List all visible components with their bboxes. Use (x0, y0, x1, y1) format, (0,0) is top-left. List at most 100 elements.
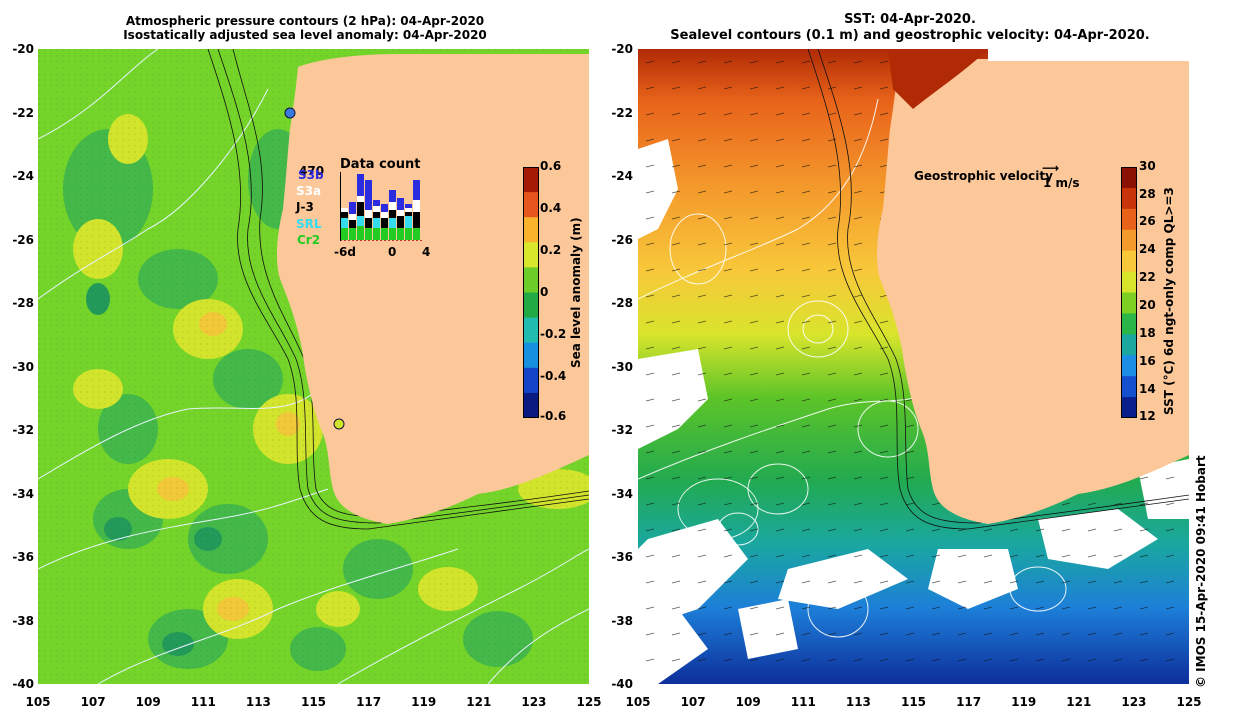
colorbar-segment (523, 192, 539, 218)
sst-tick: 18 (1139, 326, 1156, 340)
colorbar-segment (523, 342, 539, 369)
lat-tick-label: -32 (12, 423, 34, 437)
lon-tick-label: 111 (790, 695, 816, 709)
colorbar-segment (1121, 397, 1137, 418)
colorbar-segment (523, 392, 539, 418)
colorbar-segment (1121, 271, 1137, 293)
left-title-line2: Isostatically adjusted sea level anomaly… (123, 28, 487, 42)
sst-colorbar (1121, 167, 1137, 418)
colorbar-segment (1121, 355, 1137, 377)
lon-tick-label: 107 (680, 695, 706, 709)
lat-tick-label: -36 (611, 550, 633, 564)
sst-map-svg (638, 49, 1189, 684)
lat-tick-label: -28 (611, 296, 633, 310)
sea-level-anomaly-map[interactable] (38, 49, 589, 684)
colorbar-segment (1121, 334, 1137, 356)
sla-colorbar (523, 167, 539, 418)
lon-tick-label: 119 (1011, 695, 1037, 709)
data-count-title: Data count (340, 157, 421, 172)
colorbar-segment (1121, 313, 1137, 335)
lon-tick-label: 113 (245, 695, 271, 709)
lat-tick-label: -24 (611, 169, 633, 183)
sea-level-anomaly-map-svg (38, 49, 589, 684)
sst-bathymetry-contours (807, 49, 1189, 530)
colorbar-segment (1121, 229, 1137, 252)
lat-tick-label: -24 (12, 169, 34, 183)
sst-tick: 26 (1139, 214, 1156, 228)
lat-tick-label: -30 (12, 359, 34, 374)
velocity-legend-label: Geostrophic velocity (914, 169, 1053, 183)
sat-label-cr2: Cr2 (297, 233, 321, 247)
lat-tick-label: -20 (12, 42, 34, 56)
lon-tick-label: 115 (900, 695, 927, 709)
sst-tick: 22 (1139, 270, 1156, 284)
lon-tick-label: 105 (625, 695, 651, 709)
lat-tick-label: -22 (12, 105, 34, 120)
velocity-legend-arrow: ⟶ (1042, 161, 1060, 175)
right-title-line2: Sealevel contours (0.1 m) and geostrophi… (670, 28, 1150, 43)
histogram-tick-0: -6d (334, 245, 356, 259)
colorbar-segment (1121, 292, 1137, 314)
sst-tick: 12 (1139, 409, 1156, 423)
sat-label-s3a: S3a (296, 184, 322, 198)
lat-tick-label: -28 (12, 296, 34, 310)
sst-map[interactable] (638, 49, 1189, 684)
sst-tick: 14 (1139, 382, 1156, 396)
colorbar-segment (1121, 187, 1137, 210)
lat-tick-label: -40 (12, 677, 34, 691)
sla-tick: -0.4 (540, 369, 567, 383)
lat-tick-label: -38 (12, 613, 34, 628)
tide-gauge-south (333, 418, 345, 430)
lon-tick-label: 123 (521, 695, 547, 709)
australia-land-sst (876, 59, 1189, 524)
sla-tick: -0.2 (540, 327, 567, 341)
sst-tick: 16 (1139, 354, 1156, 368)
lat-tick-label: -36 (12, 550, 34, 564)
colorbar-segment (1121, 167, 1137, 189)
colorbar-segment (523, 167, 539, 193)
lon-tick-label: 119 (411, 695, 437, 709)
sla-tick: -0.6 (540, 409, 567, 423)
colorbar-segment (1121, 376, 1137, 398)
data-count-histogram (340, 172, 424, 241)
lat-tick-label: -32 (611, 423, 633, 437)
lon-tick-label: 111 (190, 695, 216, 709)
histogram-bars (341, 174, 420, 240)
sst-tick: 20 (1139, 298, 1156, 312)
sst-tick: 30 (1139, 159, 1156, 173)
sla-tick: 0.6 (540, 159, 562, 173)
colorbar-segment (523, 217, 539, 243)
lat-tick-label: -34 (12, 486, 34, 501)
sla-tick: 0.4 (540, 201, 562, 215)
left-panel-title: Atmospheric pressure contours (2 hPa): 0… (95, 14, 515, 42)
histogram-tick-2: 4 (422, 245, 431, 259)
lat-tick-label: -40 (611, 677, 633, 691)
sat-label-j3: J-3 (296, 200, 314, 214)
sla-tick: 0.2 (540, 243, 562, 257)
lon-tick-label: 123 (1121, 695, 1147, 709)
lat-tick-label: -26 (12, 232, 34, 247)
lon-tick-label: 115 (300, 695, 327, 709)
lat-tick-label: -20 (611, 42, 633, 56)
colorbar-segment (1121, 208, 1137, 231)
histogram-tick-1: 0 (388, 245, 397, 259)
lat-tick-label: -38 (611, 613, 633, 628)
sat-label-s3b: S3b (298, 168, 324, 182)
right-panel-title: SST: 04-Apr-2020. Sealevel contours (0.1… (650, 12, 1170, 44)
colorbar-frame (523, 167, 539, 418)
lon-tick-label: 105 (25, 695, 51, 709)
left-title-line1: Atmospheric pressure contours (2 hPa): 0… (125, 14, 485, 28)
sst-colorbar-label: SST (°C) 6d ngt-only comp QL>=3 (1162, 187, 1176, 415)
colorbar-segment (523, 242, 539, 268)
lon-tick-label: 121 (1066, 695, 1092, 709)
lon-tick-label: 109 (735, 695, 761, 709)
pressure-contours (38, 49, 589, 684)
colorbar-segment (523, 292, 539, 319)
lon-tick-label: 107 (80, 695, 106, 709)
colorbar-segment (523, 267, 539, 293)
imos-credit: © IMOS 15-Apr-2020 09:41 Hobart (1194, 455, 1208, 688)
colorbar-segment (523, 367, 539, 394)
sla-tick: 0 (540, 285, 549, 299)
colorbar-frame (1121, 167, 1137, 418)
lat-tick-label: -22 (611, 105, 633, 120)
